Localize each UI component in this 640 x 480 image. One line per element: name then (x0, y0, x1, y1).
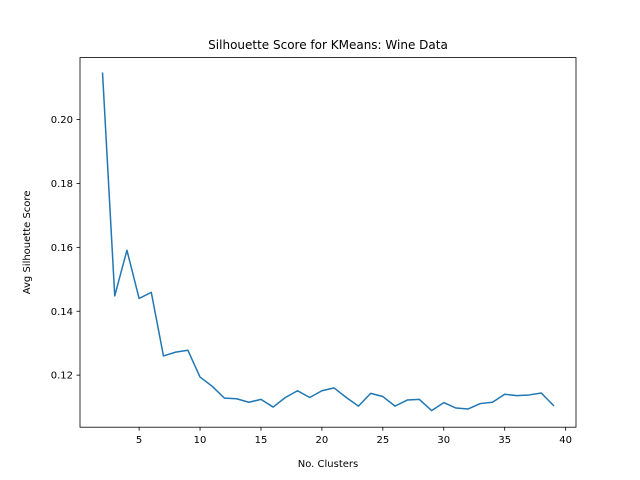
x-tick-label: 40 (559, 435, 572, 446)
y-tick-label: 0.16 (51, 243, 73, 254)
x-axis-title: No. Clusters (298, 459, 358, 470)
x-tick-label: 30 (437, 435, 450, 446)
x-tick-label: 20 (316, 435, 329, 446)
x-tick-label: 15 (255, 435, 268, 446)
x-tick-label: 10 (194, 435, 207, 446)
x-tick-label: 5 (136, 435, 142, 446)
chart-title: Silhouette Score for KMeans: Wine Data (208, 38, 448, 52)
x-tick-label: 35 (498, 435, 511, 446)
y-tick-label: 0.18 (51, 179, 73, 190)
y-axis-title: Avg Silhouette Score (22, 191, 33, 295)
y-tick-label: 0.20 (51, 115, 73, 126)
y-tick-label: 0.12 (51, 371, 73, 382)
x-tick-label: 25 (376, 435, 389, 446)
y-tick-label: 0.14 (51, 307, 73, 318)
